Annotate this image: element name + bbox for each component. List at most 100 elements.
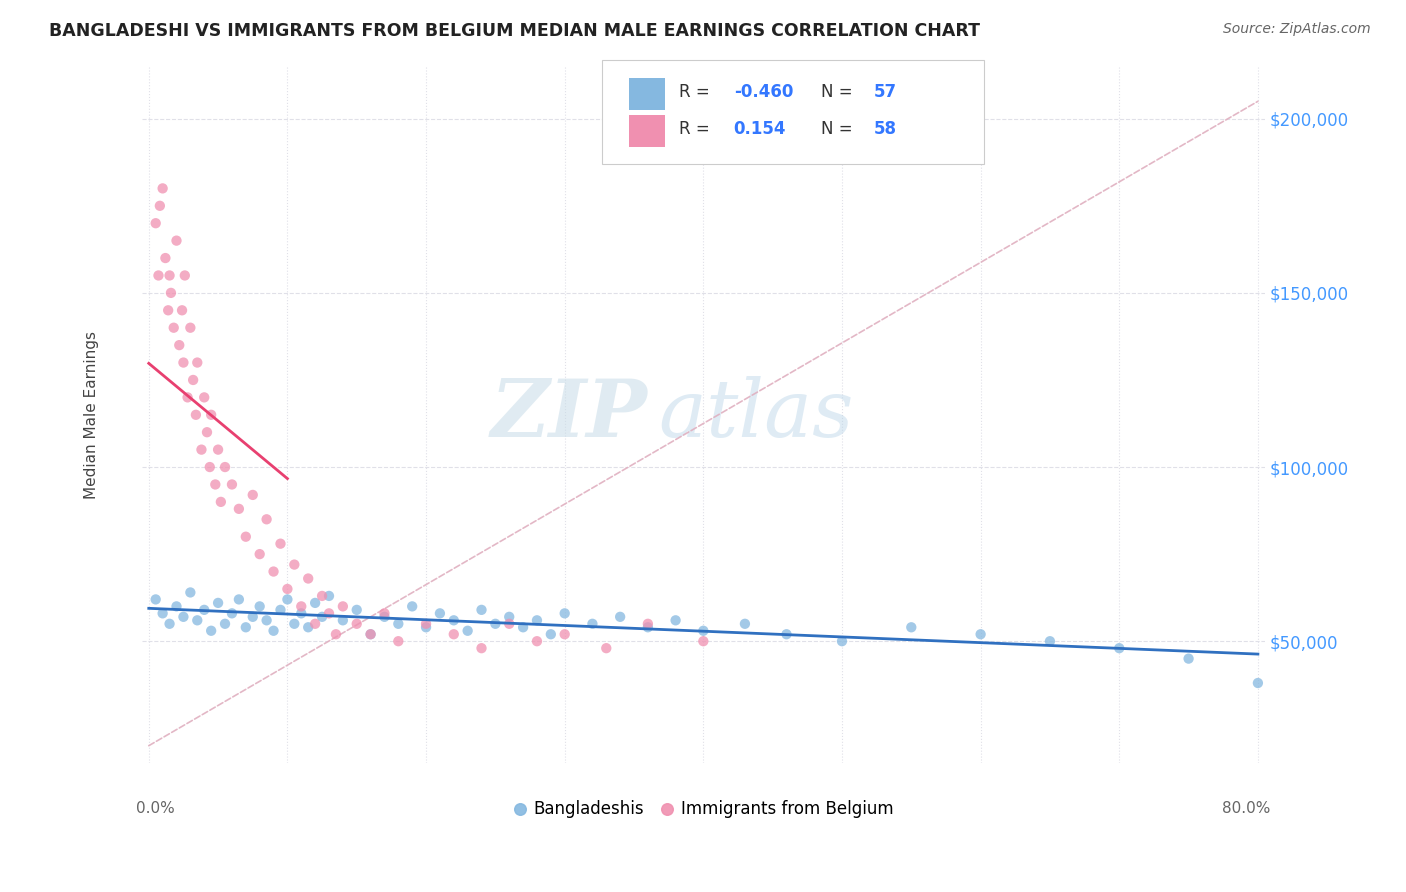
- Point: [186, 613, 208, 627]
- Point: [373, 607, 395, 621]
- Point: [900, 620, 922, 634]
- Bar: [630, 78, 665, 110]
- Point: [540, 627, 562, 641]
- Point: [637, 616, 659, 631]
- Point: [304, 616, 326, 631]
- Point: [304, 596, 326, 610]
- Text: N =: N =: [821, 120, 858, 138]
- Point: [297, 620, 319, 634]
- Point: [332, 613, 354, 627]
- Point: [190, 442, 212, 457]
- Point: [692, 624, 714, 638]
- Text: 57: 57: [875, 83, 897, 102]
- Point: [470, 641, 492, 656]
- Point: [325, 627, 347, 641]
- Point: [554, 627, 576, 641]
- Point: [276, 582, 298, 596]
- Point: [193, 603, 215, 617]
- Point: [228, 501, 250, 516]
- Point: [429, 607, 451, 621]
- Point: [160, 285, 183, 300]
- Point: [186, 355, 208, 369]
- Point: [148, 268, 170, 283]
- Point: [172, 355, 194, 369]
- Text: BANGLADESHI VS IMMIGRANTS FROM BELGIUM MEDIAN MALE EARNINGS CORRELATION CHART: BANGLADESHI VS IMMIGRANTS FROM BELGIUM M…: [49, 22, 980, 40]
- Point: [387, 634, 409, 648]
- Point: [297, 572, 319, 586]
- Point: [200, 624, 222, 638]
- Text: 0.154: 0.154: [734, 120, 786, 138]
- Point: [249, 547, 271, 561]
- Point: [207, 442, 229, 457]
- Point: [346, 603, 368, 617]
- Point: [969, 627, 991, 641]
- Point: [512, 620, 534, 634]
- Point: [498, 616, 520, 631]
- Point: [290, 607, 312, 621]
- Point: [157, 303, 180, 318]
- Point: [318, 589, 340, 603]
- Point: [256, 512, 278, 526]
- Point: [145, 592, 167, 607]
- Point: [283, 616, 305, 631]
- Text: R =: R =: [679, 83, 714, 102]
- Point: [221, 607, 243, 621]
- Text: 0.0%: 0.0%: [136, 801, 174, 816]
- Point: [172, 610, 194, 624]
- Point: [311, 589, 333, 603]
- Point: [415, 620, 437, 634]
- Text: ZIP: ZIP: [491, 376, 647, 453]
- Point: [1247, 676, 1270, 690]
- Point: [166, 599, 188, 614]
- Point: [1108, 641, 1130, 656]
- Text: Source: ZipAtlas.com: Source: ZipAtlas.com: [1223, 22, 1371, 37]
- Point: [166, 234, 188, 248]
- Point: [179, 585, 201, 599]
- Point: [387, 616, 409, 631]
- Point: [360, 627, 382, 641]
- Point: [170, 303, 193, 318]
- Point: [332, 599, 354, 614]
- Point: [276, 592, 298, 607]
- Point: [181, 373, 204, 387]
- Point: [1177, 651, 1199, 665]
- Point: [484, 616, 506, 631]
- Point: [609, 610, 631, 624]
- Point: [401, 599, 423, 614]
- Point: [200, 408, 222, 422]
- Point: [373, 610, 395, 624]
- Point: [554, 607, 576, 621]
- Point: [228, 592, 250, 607]
- Point: [159, 268, 181, 283]
- Text: N =: N =: [821, 83, 858, 102]
- Point: [415, 616, 437, 631]
- Point: [155, 251, 177, 265]
- Point: [637, 620, 659, 634]
- Point: [498, 610, 520, 624]
- Point: [526, 634, 548, 648]
- Point: [249, 599, 271, 614]
- Point: [193, 390, 215, 404]
- Text: 80.0%: 80.0%: [1222, 801, 1271, 816]
- Point: [209, 495, 232, 509]
- Point: [665, 613, 688, 627]
- Point: [831, 634, 853, 648]
- Point: [269, 603, 291, 617]
- Point: [179, 320, 201, 334]
- Point: [207, 596, 229, 610]
- Point: [169, 338, 191, 352]
- Point: [204, 477, 226, 491]
- Point: [443, 627, 465, 641]
- Point: [269, 537, 291, 551]
- Point: [263, 624, 285, 638]
- Point: [152, 607, 174, 621]
- FancyBboxPatch shape: [602, 60, 984, 164]
- Point: [195, 425, 218, 440]
- Point: [145, 216, 167, 230]
- Point: [1039, 634, 1062, 648]
- Point: [734, 616, 756, 631]
- Point: [184, 408, 207, 422]
- Point: [318, 607, 340, 621]
- Text: R =: R =: [679, 120, 714, 138]
- Point: [221, 477, 243, 491]
